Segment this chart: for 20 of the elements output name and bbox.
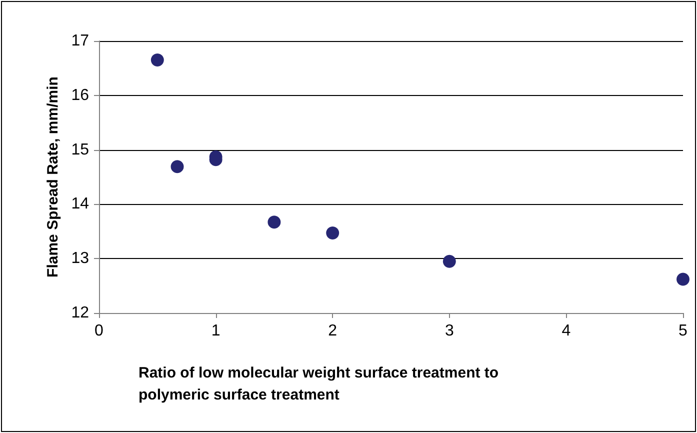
- y-axis-title: Flame Spread Rate, mm/min: [44, 76, 62, 278]
- y-tick-label: 16: [71, 86, 90, 104]
- point: [268, 216, 281, 229]
- point: [170, 160, 184, 174]
- x-tick-label: 5: [678, 322, 688, 340]
- y-tick-label: 14: [71, 196, 90, 213]
- x-tick-label: 4: [562, 322, 571, 340]
- x-tick-label: 3: [444, 322, 454, 340]
- x-tick-label: 1: [211, 322, 220, 340]
- point: [326, 226, 340, 240]
- point: [442, 254, 456, 268]
- y-tick-label: 12: [71, 304, 90, 322]
- y-tick-label: 15: [71, 141, 90, 158]
- x-tick-label: 2: [328, 322, 338, 340]
- y-tick-label: 13: [71, 250, 90, 268]
- y-tick-label: 17: [71, 32, 90, 50]
- point: [150, 54, 164, 67]
- x-axis-title: Ratio of low molecular weight surface treatment to polymeric surface treatment: [138, 364, 503, 404]
- point: [676, 272, 690, 286]
- x-tick-label: 0: [94, 322, 104, 340]
